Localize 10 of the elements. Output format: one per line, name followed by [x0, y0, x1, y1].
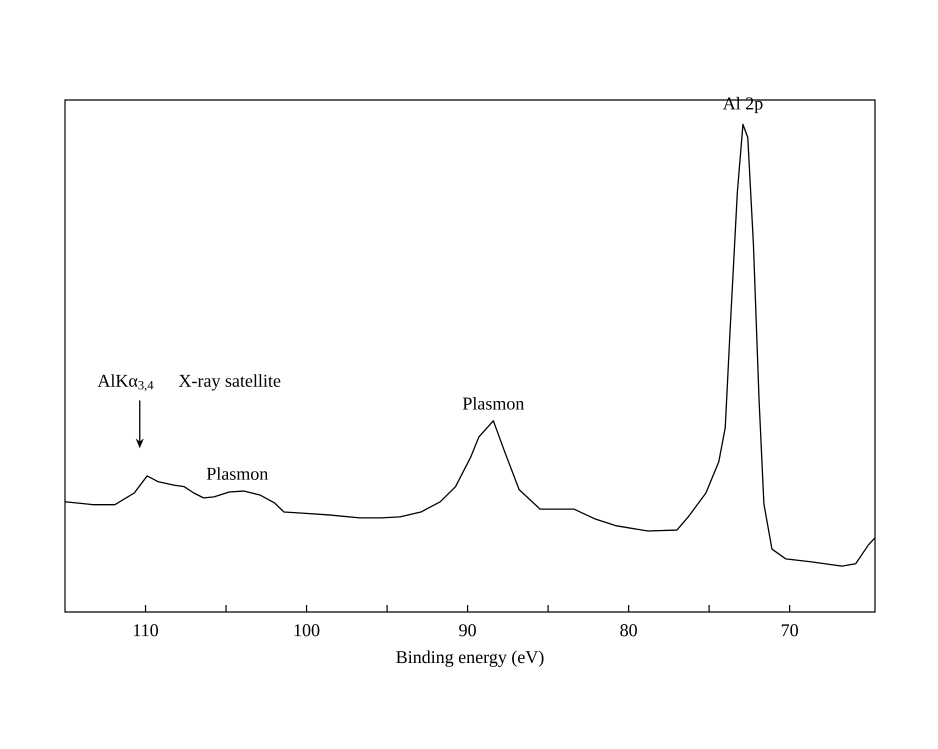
annotation: Plasmon — [206, 467, 268, 480]
x-tick-label: 100 — [294, 624, 320, 636]
annotation: Plasmon — [462, 396, 524, 410]
annotation: X-ray satellite — [178, 374, 280, 391]
x-tick-label: 110 — [134, 624, 158, 636]
x-tick-label: 70 — [782, 624, 798, 636]
x-tick-label: 90 — [459, 624, 476, 636]
annotation: AlKα$_{3,4}$ — [98, 374, 154, 392]
x-axis-title: Binding energy (eV) — [396, 650, 544, 667]
x-tick-label: 80 — [620, 624, 637, 636]
